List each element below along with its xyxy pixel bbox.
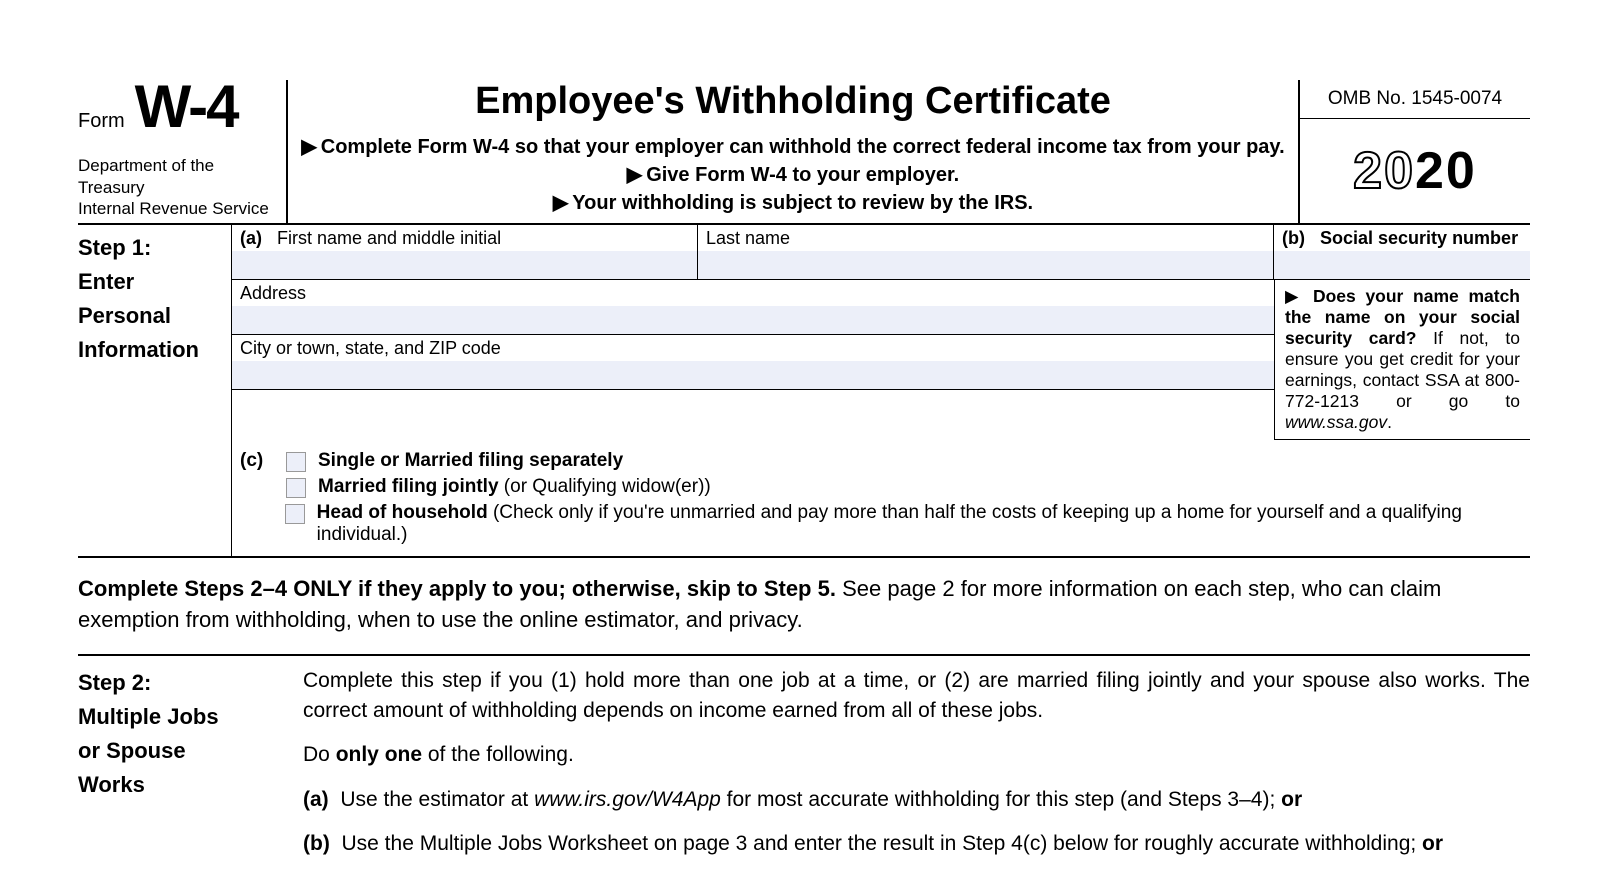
first-name-cell: (a) First name and middle initial [232,225,698,279]
w4-form: Form W-4 Department of the Treasury Inte… [78,80,1530,874]
filing-status-single: Single or Married filing separately [318,450,623,472]
ssa-note: ▶ Does your name match the name on your … [1274,280,1530,440]
checkbox-single[interactable] [286,452,306,472]
city-input[interactable] [232,361,1274,389]
address-ssa-row: Address City or town, state, and ZIP cod… [231,280,1530,440]
step2-para1: Complete this step if you (1) hold more … [303,666,1530,727]
step-1-title: Step 1: Enter Personal Information [78,225,231,556]
step2-option-b: (b) Use the Multiple Jobs Worksheet on p… [303,829,1530,859]
arrow-icon: ▶ [1285,286,1313,306]
header-right-block: OMB No. 1545-0074 2020 [1298,80,1530,223]
dept-line-1: Department of the Treasury [78,155,278,198]
checkbox-married-jointly[interactable] [286,478,306,498]
last-name-input[interactable] [698,251,1273,279]
address-cell: Address [232,280,1274,335]
step-2-block: Step 2: Multiple Jobs or Spouse Works Co… [78,656,1530,874]
form-year: 2020 [1300,119,1530,223]
last-name-label: Last name [698,225,1273,251]
instruction-3: ▶Your withholding is subject to review b… [300,189,1286,217]
name-ssn-row: (a) First name and middle initial Last n… [231,225,1530,280]
ssn-cell: (b) Social security number [1274,225,1530,279]
first-name-label: First name and middle initial [277,228,501,248]
address-input[interactable] [232,306,1274,334]
filing-status-head-household: Head of household (Check only if you're … [317,502,1522,546]
arrow-icon: ▶ [627,161,642,189]
form-word: Form [78,110,125,133]
step-1-block: Step 1: Enter Personal Information (a) F… [78,225,1530,558]
step2-option-a: (a) Use the estimator at www.irs.gov/W4A… [303,785,1530,815]
filing-status-married-jointly: Married filing jointly (or Qualifying wi… [318,476,711,498]
ssn-input[interactable] [1274,251,1530,279]
step2-para2: Do only one of the following. [303,740,1530,770]
step-2-content: Complete this step if you (1) hold more … [303,666,1530,874]
omb-number: OMB No. 1545-0074 [1300,80,1530,119]
dept-line-2: Internal Revenue Service [78,198,278,219]
last-name-cell: Last name [698,225,1274,279]
city-cell: City or town, state, and ZIP code [232,335,1274,390]
checkbox-head-household[interactable] [285,504,305,524]
city-label: City or town, state, and ZIP code [232,335,1274,361]
header-center-block: Employee's Withholding Certificate ▶Comp… [288,80,1298,223]
instruction-2: ▶Give Form W-4 to your employer. [300,161,1286,189]
instruction-1: ▶Complete Form W-4 so that your employer… [300,133,1286,161]
main-title: Employee's Withholding Certificate [300,80,1286,123]
step-2-title: Step 2: Multiple Jobs or Spouse Works [78,666,303,874]
arrow-icon: ▶ [553,189,568,217]
inter-step-note: Complete Steps 2–4 ONLY if they apply to… [78,558,1530,656]
header-left-block: Form W-4 Department of the Treasury Inte… [78,80,288,223]
address-label: Address [232,280,1274,306]
filing-status-block: (c) Single or Married filing separately … [231,440,1530,556]
arrow-icon: ▶ [301,133,316,161]
form-code: W-4 [135,80,238,134]
ssn-label: Social security number [1320,228,1518,248]
first-name-input[interactable] [232,251,697,279]
form-header: Form W-4 Department of the Treasury Inte… [78,80,1530,225]
